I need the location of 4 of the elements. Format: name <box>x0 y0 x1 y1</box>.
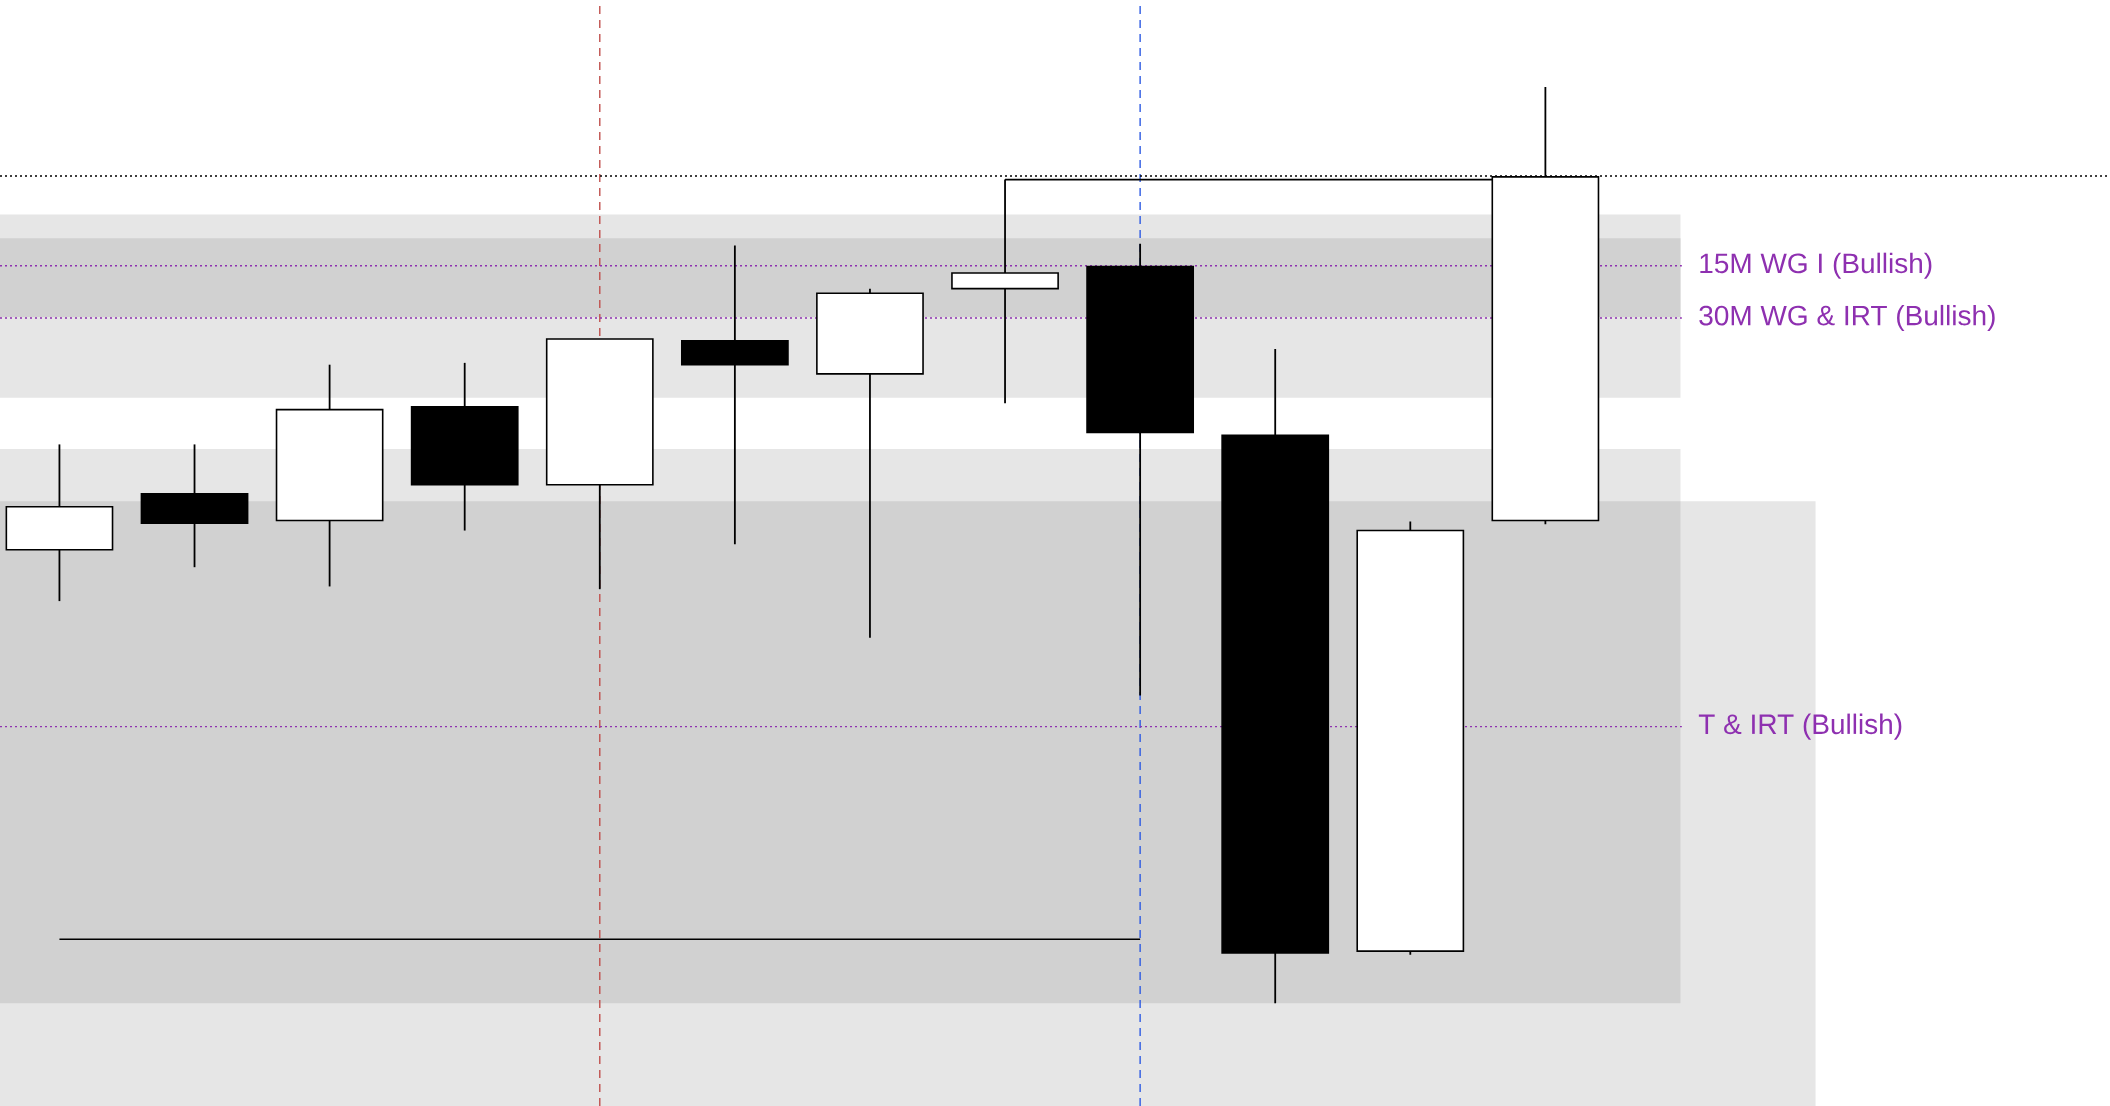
ref-line-label: 15M WG I (Bullish) <box>1700 252 1932 279</box>
ref-line-label: 30M WG & IRT (Bullish) <box>1699 304 1995 331</box>
candlestick <box>680 244 789 546</box>
ref-line-label: T & IRT (Bullish) <box>1698 713 1902 740</box>
